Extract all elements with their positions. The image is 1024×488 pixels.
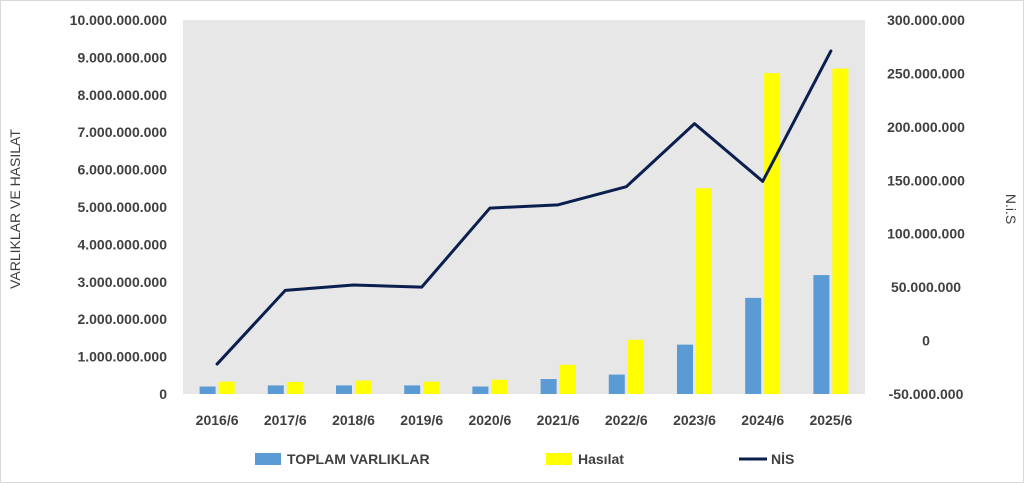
x-tick-label: 2020/6 <box>468 412 511 428</box>
right-tick-label: 300.000.000 <box>887 12 965 28</box>
x-tick-label: 2021/6 <box>537 412 580 428</box>
bar-has-lat-2024-6 <box>764 73 780 394</box>
x-tick-label: 2022/6 <box>605 412 648 428</box>
bar-toplam-varliklar-2021-6 <box>541 379 557 394</box>
bar-has-lat-2021-6 <box>560 365 576 394</box>
bar-toplam-varliklar-2025-6 <box>813 275 829 394</box>
left-axis-label: VARLIKLAR VE HASILAT <box>7 129 23 289</box>
legend-label: TOPLAM VARLIKLAR <box>287 451 430 467</box>
bar-toplam-varliklar-2016-6 <box>200 387 216 394</box>
x-tick-label: 2019/6 <box>400 412 443 428</box>
left-tick-label: 1.000.000.000 <box>77 349 167 365</box>
x-tick-label: 2018/6 <box>332 412 375 428</box>
x-tick-label: 2025/6 <box>809 412 852 428</box>
left-tick-label: 3.000.000.000 <box>77 274 167 290</box>
bar-has-lat-2020-6 <box>491 380 507 394</box>
bar-toplam-varliklar-2023-6 <box>677 345 693 394</box>
bar-has-lat-2018-6 <box>355 381 371 394</box>
left-tick-label: 6.000.000.000 <box>77 162 167 178</box>
bar-toplam-varliklar-2017-6 <box>268 385 284 394</box>
x-tick-label: 2016/6 <box>196 412 239 428</box>
right-tick-label: -50.000.000 <box>889 386 964 402</box>
left-tick-label: 10.000.000.000 <box>70 12 168 28</box>
legend-label: NİS <box>771 451 794 467</box>
x-tick-label: 2024/6 <box>741 412 784 428</box>
legend-label: Hasılat <box>578 451 624 467</box>
left-tick-label: 8.000.000.000 <box>77 87 167 103</box>
left-tick-label: 7.000.000.000 <box>77 124 167 140</box>
bar-has-lat-2016-6 <box>219 382 235 394</box>
x-tick-label: 2017/6 <box>264 412 307 428</box>
left-tick-label: 5.000.000.000 <box>77 199 167 215</box>
right-tick-label: 50.000.000 <box>891 279 961 295</box>
bar-toplam-varliklar-2024-6 <box>745 298 761 394</box>
left-tick-label: 0 <box>159 386 167 402</box>
x-tick-label: 2023/6 <box>673 412 716 428</box>
right-tick-label: 150.000.000 <box>887 172 965 188</box>
legend-swatch-toplam-varliklar <box>255 453 281 465</box>
legend-swatch-has-lat <box>546 453 572 465</box>
bar-has-lat-2019-6 <box>423 382 439 394</box>
bar-has-lat-2022-6 <box>628 340 644 394</box>
left-tick-label: 2.000.000.000 <box>77 311 167 327</box>
right-tick-label: 100.000.000 <box>887 226 965 242</box>
bar-has-lat-2023-6 <box>696 188 712 394</box>
bar-toplam-varliklar-2020-6 <box>472 387 488 394</box>
right-tick-label: 200.000.000 <box>887 119 965 135</box>
bar-toplam-varliklar-2018-6 <box>336 385 352 394</box>
bar-has-lat-2017-6 <box>287 382 303 394</box>
right-tick-label: 0 <box>922 333 930 349</box>
left-tick-label: 4.000.000.000 <box>77 236 167 252</box>
right-tick-label: 250.000.000 <box>887 65 965 81</box>
bar-has-lat-2025-6 <box>832 69 848 394</box>
bar-toplam-varliklar-2022-6 <box>609 375 625 394</box>
bar-toplam-varliklar-2019-6 <box>404 385 420 394</box>
left-tick-label: 9.000.000.000 <box>77 49 167 65</box>
right-axis-label: N.i.S <box>1003 194 1019 224</box>
